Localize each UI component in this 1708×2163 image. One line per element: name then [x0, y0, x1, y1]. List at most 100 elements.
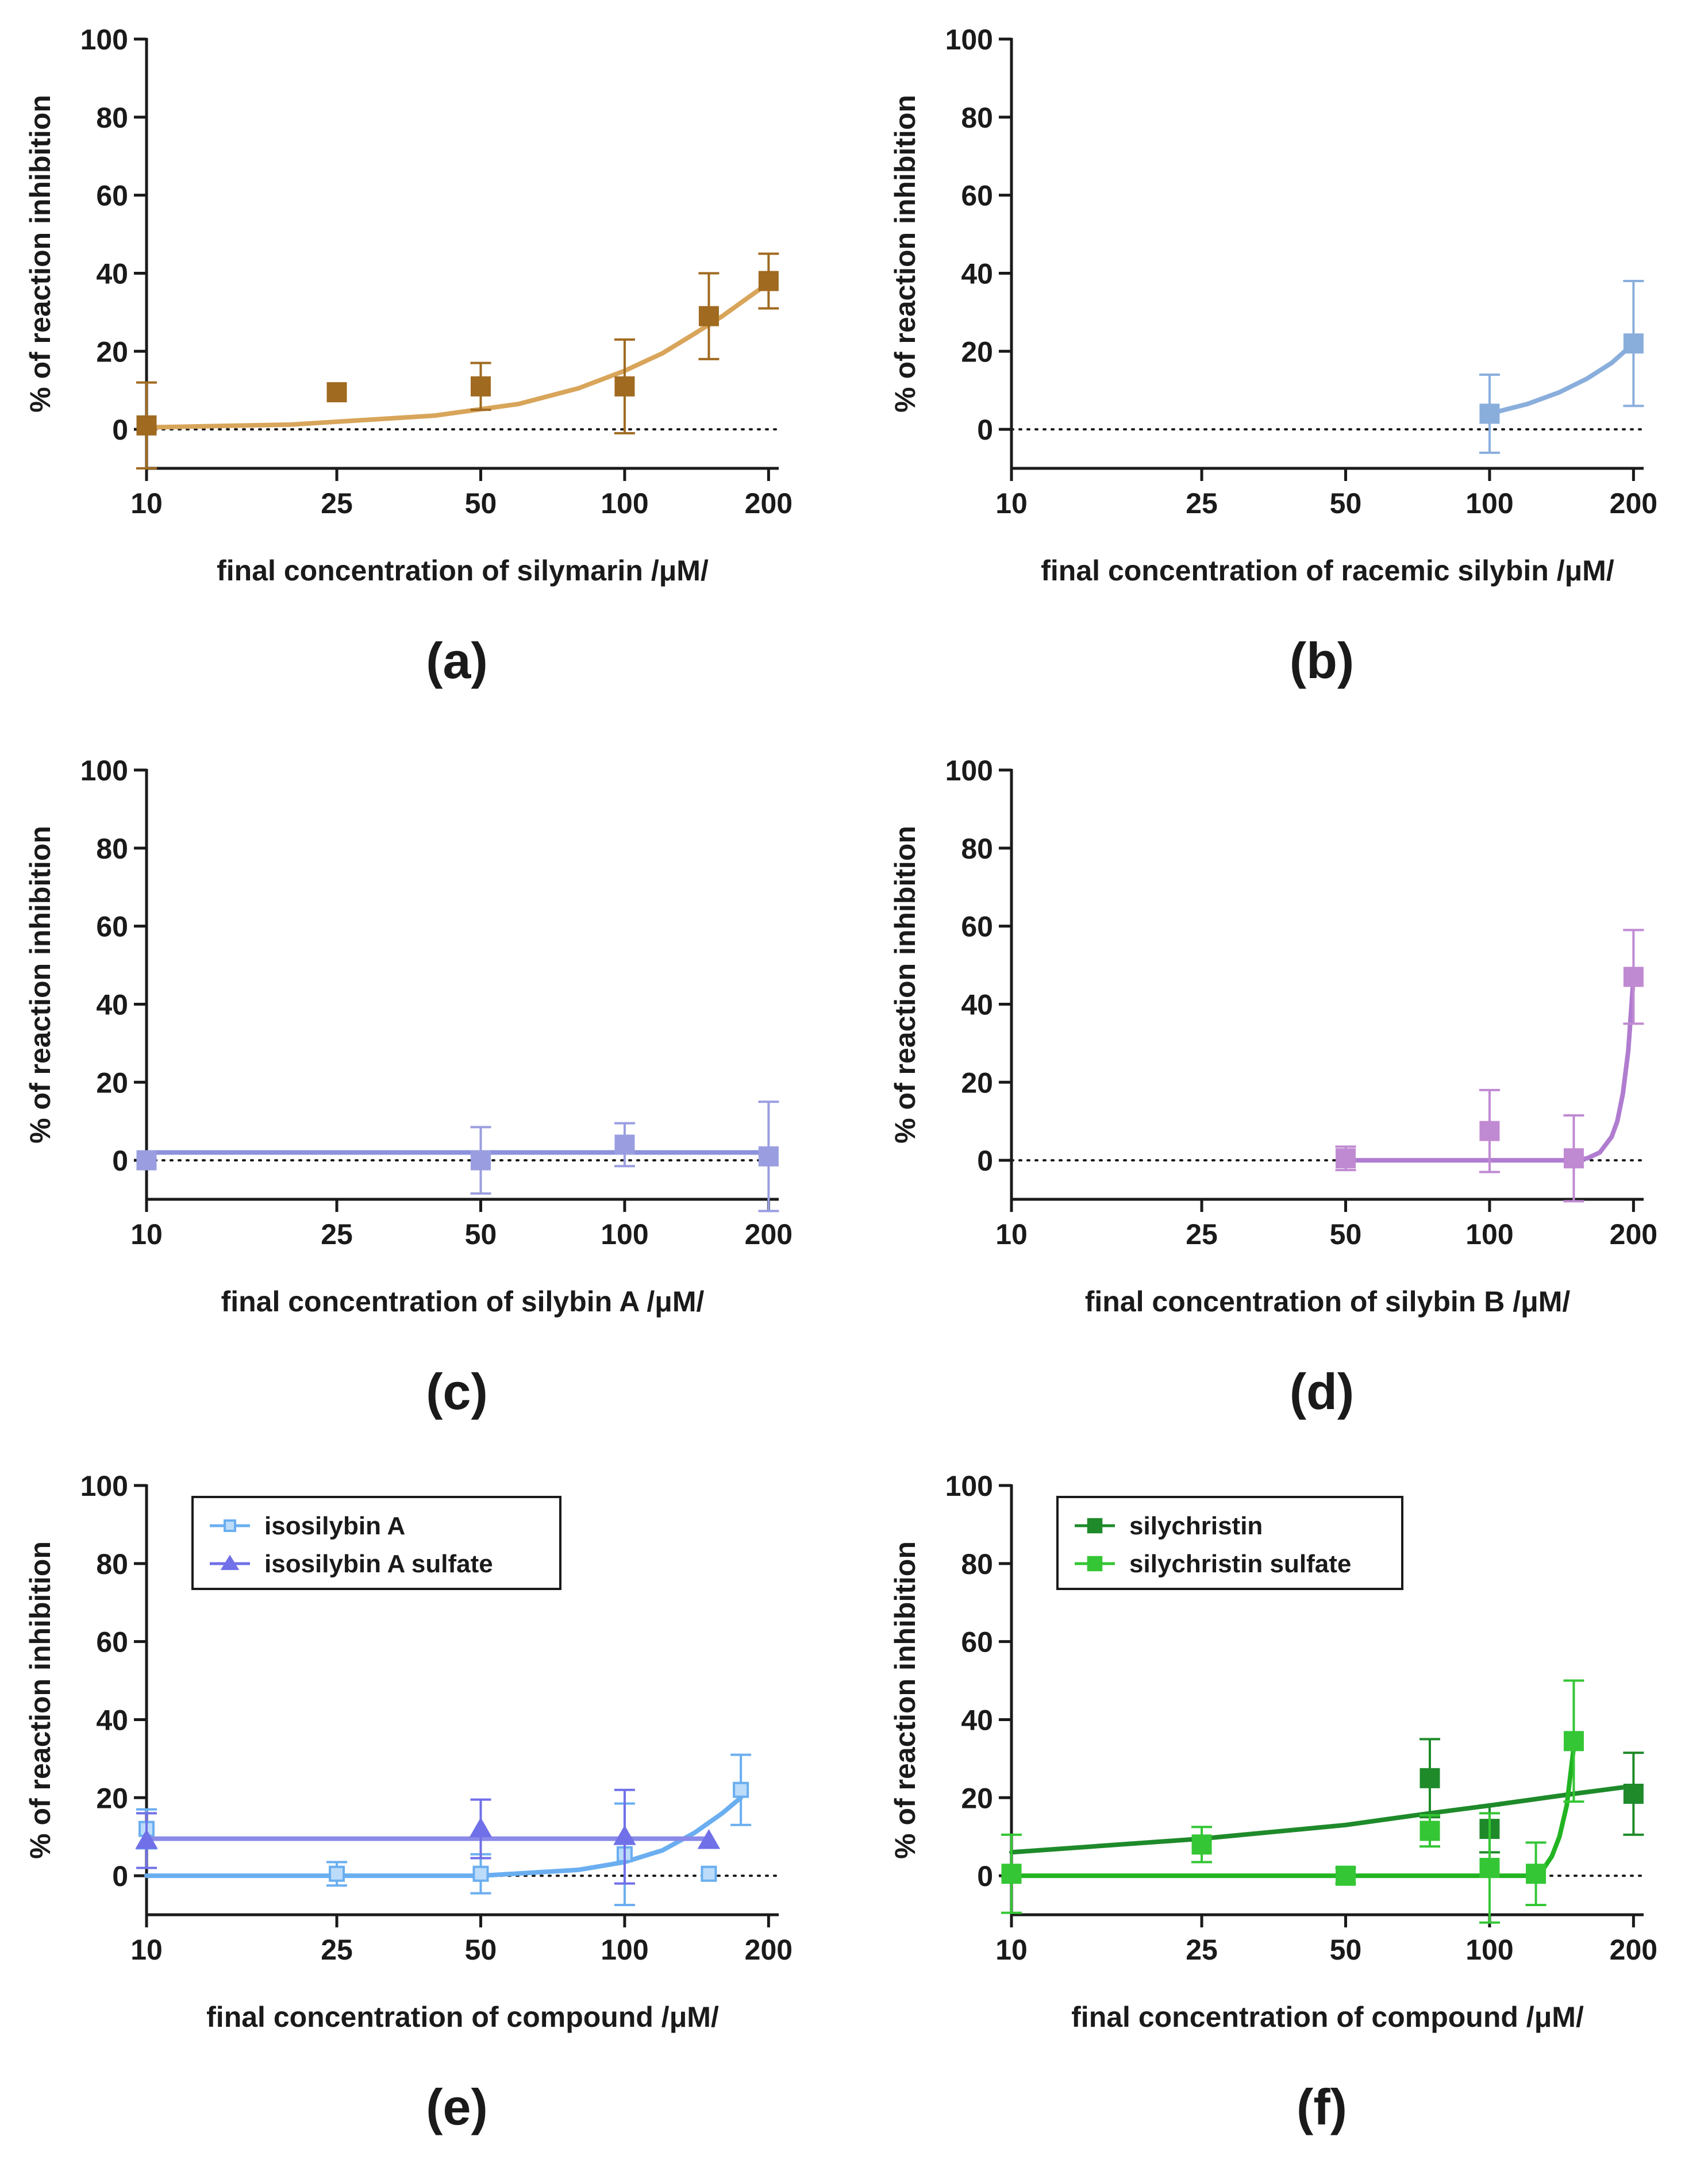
y-axis-title: % of reaction inhibition: [24, 826, 56, 1144]
series-silybin-B: [1335, 929, 1644, 1203]
y-axis-title: % of reaction inhibition: [889, 1541, 921, 1859]
legend-entry: isosilybin A sulfate: [264, 1550, 493, 1578]
y-axis-title: % of reaction inhibition: [24, 1541, 56, 1859]
data-point: [697, 1829, 721, 1849]
x-tick-label: 200: [745, 487, 793, 519]
fit-curve: [144, 1795, 744, 1879]
x-axis-title: final concentration of silybin A /μM/: [221, 1286, 705, 1318]
x-tick-label: 10: [995, 487, 1028, 519]
panel-label: (b): [1290, 632, 1354, 689]
data-point: [329, 1865, 345, 1882]
data-point: [614, 1134, 635, 1155]
y-tick-label: 0: [977, 1860, 993, 1892]
data-point: [1420, 1821, 1440, 1841]
x-tick-label: 25: [1186, 487, 1218, 519]
series-silychristin-sulfate: [1001, 1679, 1584, 1924]
series-isosilybin-A-sulfate: [135, 1788, 721, 1885]
panel-label: (d): [1290, 1363, 1354, 1420]
x-axis-title: final concentration of silymarin /μM/: [217, 555, 709, 587]
data-point: [1420, 1768, 1440, 1788]
data-point: [1623, 333, 1644, 354]
legend-swatch-marker: [1087, 1518, 1103, 1534]
data-point: [758, 1146, 779, 1167]
x-tick-label: 100: [1465, 487, 1513, 519]
x-axis-title: final concentration of compound /μM/: [1071, 2001, 1584, 2033]
y-tick-label: 0: [112, 1860, 128, 1892]
panel-label: (e): [426, 2079, 488, 2135]
x-tick-label: 50: [1330, 487, 1362, 519]
y-tick-label: 80: [961, 833, 993, 865]
data-point: [1623, 967, 1644, 987]
data-point: [1623, 1783, 1644, 1804]
chart-panel-e: 0 20 40 60 80 100 10 25 50 100 200 % of reaction in…: [24, 1470, 793, 2135]
y-tick-label: 20: [961, 1782, 993, 1814]
x-tick-label: 50: [1330, 1934, 1362, 1966]
x-tick-label: 10: [130, 1934, 163, 1966]
data-point: [1563, 1731, 1584, 1752]
y-tick-label: 100: [80, 755, 128, 787]
chart-panel-a: 0 20 40 60 80 100 10 25 50 100 200 % of reaction in…: [24, 24, 793, 689]
series-silymarin: [136, 252, 779, 469]
y-axis-title: % of reaction inhibition: [24, 95, 56, 413]
legend-box: [191, 1496, 561, 1590]
chart-panel-c: 0 20 40 60 80 100 10 25 50 100 200 % of reaction in…: [24, 755, 793, 1420]
y-tick-label: 100: [945, 755, 993, 787]
data-point: [1479, 403, 1500, 424]
x-tick-label: 10: [995, 1934, 1028, 1966]
panel-label: (f): [1297, 2079, 1347, 2135]
data-point: [1479, 1858, 1500, 1879]
x-tick-label: 100: [601, 1934, 648, 1966]
x-tick-label: 100: [1465, 1934, 1513, 1966]
y-tick-label: 80: [96, 102, 128, 134]
panel-label: (c): [426, 1363, 488, 1420]
series-racemic-silybin: [1479, 280, 1644, 454]
legend-swatch-marker: [220, 1554, 240, 1571]
y-tick-label: 80: [96, 1548, 128, 1580]
x-tick-label: 200: [1610, 487, 1657, 519]
x-tick-label: 50: [465, 487, 497, 519]
data-point: [470, 1150, 491, 1171]
data-point: [613, 1825, 636, 1845]
y-tick-label: 100: [945, 24, 993, 56]
x-tick-label: 50: [465, 1934, 497, 1966]
chart-panel-f: 0 20 40 60 80 100 10 25 50 100 200 % of reaction in…: [889, 1470, 1657, 2135]
y-tick-label: 100: [945, 1470, 993, 1502]
y-tick-label: 0: [112, 1145, 128, 1177]
x-tick-label: 10: [130, 1218, 163, 1250]
data-point: [1001, 1864, 1022, 1884]
data-point: [614, 376, 635, 397]
data-point: [698, 306, 719, 326]
legend-entry: isosilybin A: [264, 1512, 405, 1540]
x-tick-label: 100: [601, 487, 648, 519]
y-tick-label: 40: [96, 257, 128, 290]
data-point: [472, 1865, 489, 1882]
y-tick-label: 40: [961, 257, 993, 290]
y-tick-label: 100: [80, 1470, 128, 1502]
data-point: [136, 415, 157, 436]
y-tick-label: 60: [96, 911, 128, 943]
x-axis-title: final concentration of racemic silybin /…: [1041, 555, 1614, 587]
x-tick-label: 100: [601, 1218, 648, 1250]
x-tick-label: 10: [995, 1218, 1028, 1250]
y-tick-label: 60: [961, 1626, 993, 1658]
x-tick-label: 10: [130, 487, 163, 519]
data-point: [1526, 1864, 1547, 1884]
y-tick-label: 20: [961, 1067, 993, 1099]
legend-entry: silychristin sulfate: [1129, 1550, 1351, 1578]
data-point: [701, 1865, 717, 1882]
y-tick-label: 20: [96, 336, 128, 368]
x-tick-label: 200: [745, 1934, 793, 1966]
y-tick-label: 40: [961, 988, 993, 1021]
x-tick-label: 50: [1330, 1218, 1362, 1250]
x-tick-label: 100: [1465, 1218, 1513, 1250]
x-tick-label: 25: [1186, 1218, 1218, 1250]
data-point: [733, 1781, 749, 1798]
y-tick-label: 0: [977, 414, 993, 446]
data-point: [135, 1829, 158, 1849]
legend-entry: silychristin: [1129, 1512, 1263, 1540]
y-tick-label: 100: [80, 24, 128, 56]
x-axis-title: final concentration of compound /μM/: [206, 2001, 719, 2033]
data-point: [469, 1817, 493, 1838]
y-tick-label: 0: [112, 414, 128, 446]
